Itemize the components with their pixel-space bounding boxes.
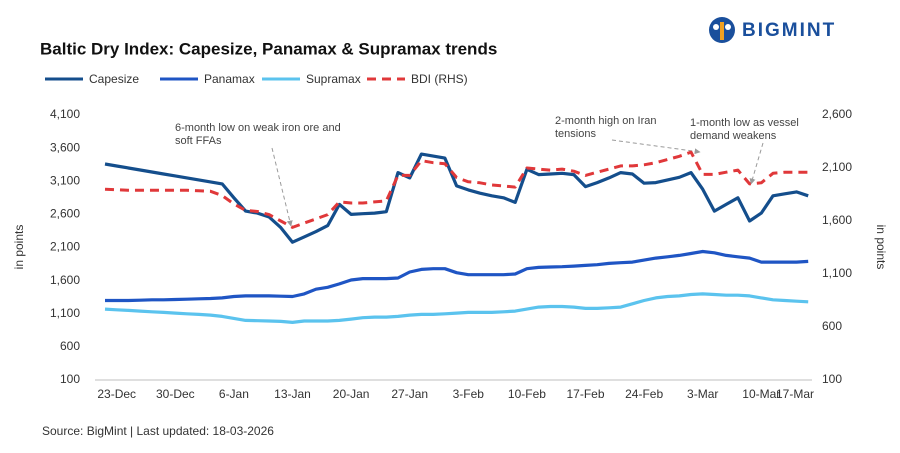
x-tick-label: 6-Jan: [219, 387, 249, 401]
annotation: 2-month high on Iran: [555, 115, 657, 127]
y-tick-label: 1,600: [50, 273, 80, 287]
x-tick-label: 20-Jan: [333, 387, 370, 401]
annotation: soft FFAs: [175, 135, 222, 147]
y-tick-label: 3,600: [50, 140, 80, 154]
y-tick-label: 100: [60, 372, 80, 386]
annotation-arrow: [271, 147, 293, 227]
series-line: [104, 292, 809, 324]
y2-axis-label: in points: [874, 225, 888, 270]
y-tick-label: 600: [60, 339, 80, 353]
source: Source: BigMint | Last updated: 18-03-20…: [42, 424, 274, 438]
series-line: [104, 152, 809, 244]
logo-icon-dot: [725, 24, 731, 30]
y-tick-label: 4,100: [50, 107, 80, 121]
annotation-arrow: [611, 139, 701, 155]
y-tick-label: 1,100: [50, 306, 80, 320]
y-tick-label: 3,100: [50, 173, 80, 187]
x-tick-label: 10-Feb: [508, 387, 546, 401]
logo-icon-dot: [713, 24, 719, 30]
logo-text: BIGMINT: [742, 20, 836, 41]
y2-tick-label: 600: [822, 319, 842, 333]
x-tick-label: 17-Mar: [776, 387, 814, 401]
x-tick-label: 3-Feb: [453, 387, 485, 401]
legend-label: Supramax: [306, 72, 361, 86]
annotation: demand weakens: [690, 130, 777, 142]
logo-icon-bar: [720, 22, 724, 40]
y2-tick-label: 1,600: [822, 213, 852, 227]
legend-label: BDI (RHS): [411, 72, 468, 86]
annotation: 1-month low as vessel: [690, 117, 799, 129]
y2-tick-label: 1,100: [822, 266, 852, 280]
y2-tick-label: 2,100: [822, 160, 852, 174]
logo: BIGMINT: [709, 17, 836, 43]
x-tick-label: 24-Feb: [625, 387, 663, 401]
x-tick-label: 30-Dec: [156, 387, 195, 401]
x-tick-label: 10-Mar: [742, 387, 780, 401]
y2-tick-label: 2,600: [822, 107, 852, 121]
annotation-arrow: [749, 142, 764, 185]
x-tick-label: 3-Mar: [687, 387, 718, 401]
legend-label: Panamax: [204, 72, 255, 86]
y-tick-label: 2,600: [50, 207, 80, 221]
annotation: tensions: [555, 128, 596, 140]
x-tick-label: 13-Jan: [274, 387, 311, 401]
x-tick-label: 17-Feb: [567, 387, 605, 401]
y-tick-label: 2,100: [50, 240, 80, 254]
series-line: [105, 249, 809, 303]
y2-tick-label: 100: [822, 372, 842, 386]
y-axis-label: in points: [12, 225, 26, 270]
legend-label: Capesize: [89, 72, 139, 86]
annotations: 6-month low on weak iron ore and soft FF…: [175, 115, 799, 227]
annotation: 6-month low on weak iron ore and: [175, 122, 341, 134]
chart-title: Baltic Dry Index: Capesize, Panamax & Su…: [40, 39, 497, 58]
series-line: [104, 150, 809, 229]
x-tick-label: 27-Jan: [391, 387, 428, 401]
x-tick-label: 23-Dec: [97, 387, 136, 401]
